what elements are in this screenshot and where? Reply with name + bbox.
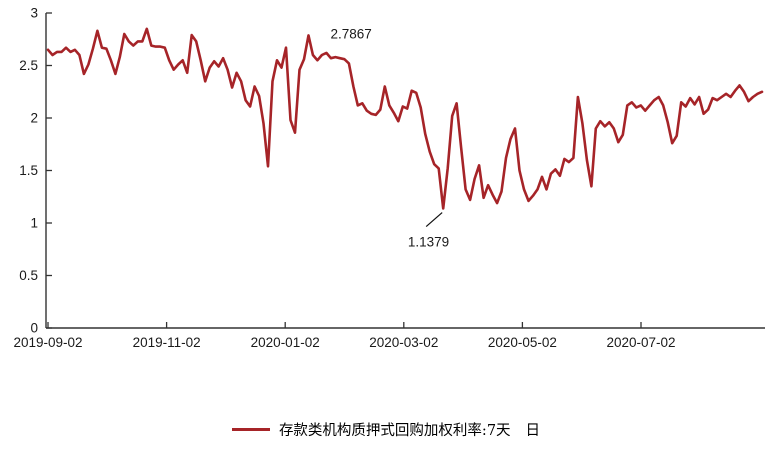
annotation-min: 1.1379 xyxy=(408,235,449,250)
x-tick-label: 2019-11-02 xyxy=(133,335,201,350)
y-tick-label: 3 xyxy=(30,6,38,21)
y-tick-label: 1.5 xyxy=(19,163,38,178)
annotation-leader-line xyxy=(425,212,443,227)
y-tick-label: 0.5 xyxy=(19,268,38,283)
y-tick-label: 0 xyxy=(30,321,38,336)
line-chart: 0 0.5 1 1.5 2 2.5 3 2019-09-02 2019-11-02 2020-01… xyxy=(13,6,765,350)
x-tick-label: 2020-07-02 xyxy=(606,335,675,350)
annotation-max: 2.7867 xyxy=(330,26,371,41)
legend-line-swatch xyxy=(231,428,270,431)
y-tick-label: 2 xyxy=(30,111,38,126)
legend-label: 存款类机构质押式回购加权利率:7天 xyxy=(278,423,511,439)
y-tick-label: 2.5 xyxy=(19,58,38,73)
x-tick-label: 2020-05-02 xyxy=(488,335,557,350)
legend: 存款类机构质押式回购加权利率:7天 日 xyxy=(0,419,772,440)
x-tick-label: 2019-09-02 xyxy=(13,335,82,350)
x-tick-label: 2020-03-02 xyxy=(369,335,438,350)
legend-frequency: 日 xyxy=(525,423,541,439)
y-tick-label: 1 xyxy=(30,216,38,231)
x-tick-label: 2020-01-02 xyxy=(251,335,320,350)
series-line xyxy=(46,27,764,210)
